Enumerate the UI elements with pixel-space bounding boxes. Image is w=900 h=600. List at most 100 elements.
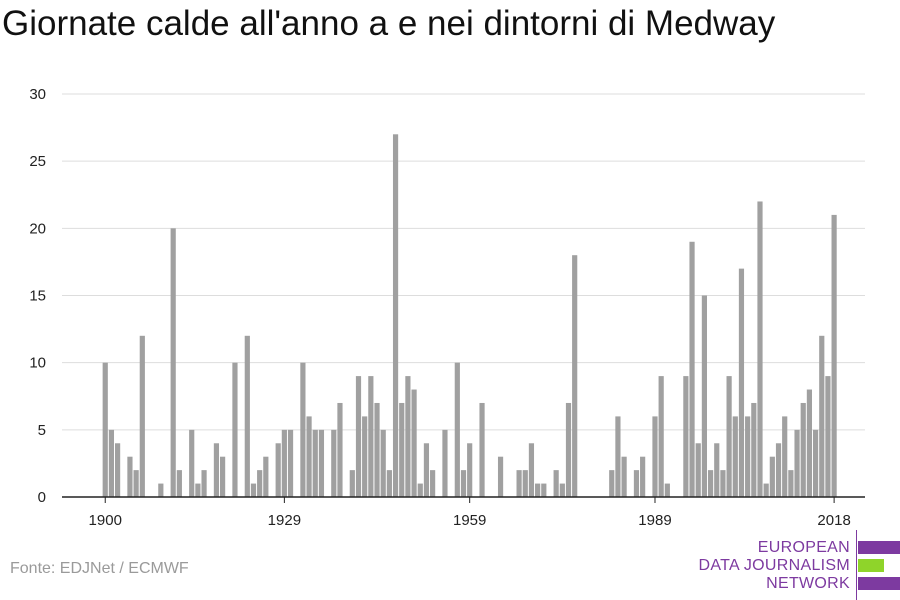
- bars: [102, 134, 837, 498]
- bar: [417, 483, 423, 497]
- bar: [232, 362, 238, 497]
- bar: [158, 483, 164, 497]
- x-tick-label: 2018: [817, 512, 850, 529]
- bar: [664, 483, 670, 497]
- bar: [349, 470, 355, 497]
- bar: [819, 335, 825, 497]
- bar: [176, 470, 182, 497]
- bar: [516, 470, 522, 497]
- x-tick-label: 1959: [453, 512, 486, 529]
- bar: [331, 429, 337, 497]
- bar: [788, 470, 794, 497]
- bar: [133, 470, 139, 497]
- bar: [201, 470, 207, 497]
- bar: [423, 443, 430, 497]
- bar: [115, 443, 121, 497]
- bar: [244, 335, 250, 497]
- bar: [195, 483, 201, 497]
- bar: [454, 362, 460, 497]
- bar: [528, 443, 535, 497]
- bar: [621, 456, 627, 497]
- x-tick-label: 1929: [268, 512, 301, 529]
- bar: [281, 429, 287, 497]
- bar: [479, 402, 485, 497]
- bar: [405, 376, 411, 497]
- bar: [430, 470, 436, 497]
- bar: [467, 443, 473, 497]
- bar: [399, 402, 405, 497]
- bar: [640, 456, 646, 497]
- source-note: Fonte: EDJNet / ECMWF: [10, 560, 189, 577]
- bar: [720, 470, 726, 497]
- bar: [189, 429, 195, 497]
- bar: [213, 443, 220, 497]
- bar: [615, 416, 621, 497]
- bar: [250, 483, 257, 497]
- bar: [812, 429, 819, 497]
- bar: [312, 429, 318, 497]
- bar: [220, 456, 226, 497]
- bar: [769, 456, 775, 497]
- bar: [127, 456, 133, 497]
- bar: [374, 402, 380, 497]
- bar: [757, 201, 763, 497]
- bar: [355, 376, 362, 497]
- y-tick-label: 30: [29, 86, 46, 103]
- y-axis: 0 5 10 15 20 25 30: [29, 86, 46, 506]
- bar: [763, 483, 769, 497]
- bar: [541, 483, 547, 497]
- bar: [633, 470, 640, 497]
- y-tick-label: 15: [29, 288, 46, 305]
- x-tick-label: 1900: [89, 512, 122, 529]
- bar: [689, 241, 695, 497]
- chart-title: Giornate calde all'anno a e nei dintorni…: [2, 4, 776, 43]
- bar: [392, 134, 399, 498]
- bar: [714, 443, 720, 497]
- bar: [362, 416, 368, 497]
- bar: [707, 470, 714, 497]
- bar: [257, 470, 263, 497]
- bar: [658, 376, 664, 497]
- bar: [102, 362, 108, 497]
- bar: [831, 214, 837, 497]
- bar: [442, 429, 448, 497]
- bar: [794, 429, 800, 497]
- bar: [806, 389, 812, 497]
- bar: [300, 362, 306, 497]
- bar: [652, 416, 658, 497]
- bar: [565, 402, 572, 497]
- bar: [782, 416, 788, 497]
- bar: [263, 456, 269, 497]
- bar: [738, 268, 745, 497]
- bar: [572, 255, 578, 497]
- bar: [318, 429, 325, 497]
- bar: [522, 470, 528, 497]
- bar: [726, 376, 732, 497]
- bar: [386, 470, 392, 497]
- y-tick-label: 10: [29, 355, 46, 372]
- bar: [306, 416, 312, 497]
- bar: [695, 443, 701, 497]
- y-tick-label: 5: [38, 422, 46, 439]
- bar: [170, 228, 176, 497]
- bar: [108, 429, 115, 497]
- bar: [732, 416, 738, 497]
- bar: [751, 402, 757, 497]
- bar: [287, 429, 294, 497]
- bar: [535, 483, 541, 497]
- bar: [559, 483, 565, 497]
- gridlines: [62, 93, 865, 431]
- bar: [800, 402, 806, 497]
- bar: [139, 335, 145, 497]
- bar: [368, 376, 374, 497]
- bar: [825, 376, 831, 497]
- bar: [609, 470, 615, 497]
- bar: [337, 402, 343, 497]
- bar: [497, 456, 504, 497]
- bar: [275, 443, 281, 497]
- y-tick-label: 25: [29, 153, 46, 170]
- bar: [745, 416, 751, 497]
- x-axis: 1900 1929 1959 1989 2018: [62, 496, 865, 529]
- bar: [775, 443, 782, 497]
